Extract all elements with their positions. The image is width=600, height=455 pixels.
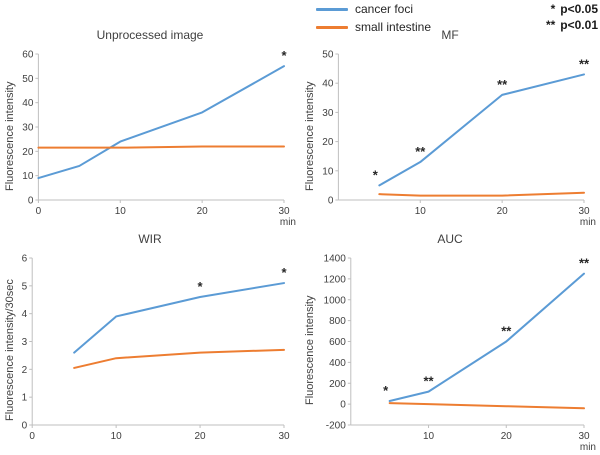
svg-text:0: 0 [328,196,334,207]
svg-text:30: 30 [278,206,290,217]
svg-text:50: 50 [322,50,334,61]
svg-text:40: 40 [322,79,334,90]
svg-text:30: 30 [322,108,334,119]
legend-item-small-intestine: small intestine [316,20,431,34]
svg-text:30: 30 [22,123,34,134]
svg-text:*: * [383,383,389,398]
svg-text:10: 10 [115,206,127,217]
svg-text:**: ** [501,324,512,339]
chart-title: WIR [138,232,162,246]
svg-text:20: 20 [497,206,509,217]
chart-mf: MF Fluorescence intensity 0 10 20 30 40 50 10 2… [302,26,598,228]
svg-text:20: 20 [22,147,34,158]
legend-series-list: cancer foci small intestine [316,2,431,34]
significance-label: p<0.01 [560,18,598,32]
legend-line-swatch-cancer-foci [316,7,348,11]
chart-auc: AUC Fluorescence intensity -200 0 200 400 60… [302,230,598,453]
legend-label: cancer foci [355,2,414,16]
svg-text:0: 0 [22,421,28,432]
legend-item-cancer-foci: cancer foci [316,2,431,16]
significance-label: p<0.05 [560,2,598,16]
svg-text:1000: 1000 [324,295,347,306]
svg-text:5: 5 [22,281,28,292]
chart-unprocessed-image: Unprocessed image Fluorescence intensity… [2,26,298,228]
svg-text:10: 10 [415,206,427,217]
svg-text:30: 30 [578,206,590,217]
svg-text:**: ** [423,374,434,389]
svg-text:min: min [580,217,596,228]
svg-text:0: 0 [28,196,34,207]
svg-text:*: * [373,167,379,182]
svg-text:*: * [198,279,204,294]
y-axis-label: Fluorescence intensity [304,81,316,191]
svg-text:0: 0 [340,400,346,411]
significance-key: * p<0.05 ** p<0.01 [539,2,598,32]
svg-text:6: 6 [22,254,28,265]
svg-text:0: 0 [36,206,42,217]
svg-text:0: 0 [29,431,35,442]
svg-text:10: 10 [322,166,334,177]
svg-text:60: 60 [22,50,34,61]
chart-body: Fluorescence intensity -200 0 200 400 600 800… [302,248,598,454]
plot-area: 0 1 2 3 4 5 6 0 10 20 30 * * [22,254,290,443]
svg-text:**: ** [415,144,426,159]
svg-text:4: 4 [22,309,28,320]
svg-text:1200: 1200 [324,274,347,285]
svg-text:1: 1 [22,393,28,404]
significance-row: ** p<0.01 [539,18,598,32]
svg-text:min: min [580,442,596,453]
svg-text:20: 20 [501,431,513,442]
svg-text:40: 40 [22,98,34,109]
svg-text:800: 800 [329,316,346,327]
svg-text:1400: 1400 [324,254,347,265]
y-axis-label: Fluorescence intensity [304,295,316,406]
legend: cancer foci small intestine * p<0.05 ** … [316,2,598,34]
svg-text:20: 20 [195,431,207,442]
significance-symbol: * [550,2,556,16]
svg-text:30: 30 [578,431,590,442]
y-axis-label: Fluorescence intensity [4,81,16,191]
svg-text:min: min [280,217,296,228]
chart-body: Fluorescence intensity 0 10 20 30 40 50 60 0 10 2… [2,44,298,228]
svg-text:*: * [281,48,287,63]
chart-body: Fluorescence intensity 0 10 20 30 40 50 10 20 30… [302,44,598,229]
chart-title: AUC [437,232,463,246]
svg-text:20: 20 [322,137,334,148]
svg-text:10: 10 [111,431,123,442]
legend-label: small intestine [355,20,432,34]
chart-title: MF [441,28,459,42]
svg-text:10: 10 [22,171,34,182]
chart-title: Unprocessed image [96,28,204,42]
significance-symbol: ** [545,18,556,32]
svg-text:30: 30 [278,431,290,442]
svg-text:20: 20 [197,206,209,217]
legend-line-swatch-small-intestine [316,25,348,29]
y-axis-label: Fluorescence intensity/30sec [4,279,16,422]
svg-text:600: 600 [329,337,346,348]
svg-text:-200: -200 [326,421,346,432]
chart-body: Fluorescence intensity/30sec 0 1 2 3 4 5 6 0 10 2… [2,248,298,453]
svg-text:**: ** [497,77,508,92]
svg-text:3: 3 [22,337,28,348]
chart-wir: WIR Fluorescence intensity/30sec 0 1 2 3 4 5 6… [2,230,298,453]
svg-text:**: ** [579,256,590,271]
svg-text:10: 10 [423,431,435,442]
svg-text:*: * [281,265,287,280]
significance-row: * p<0.05 [539,2,598,16]
svg-text:200: 200 [329,379,346,390]
svg-text:50: 50 [22,74,34,85]
svg-text:400: 400 [329,358,346,369]
svg-text:2: 2 [22,365,28,376]
svg-text:**: ** [579,56,590,71]
